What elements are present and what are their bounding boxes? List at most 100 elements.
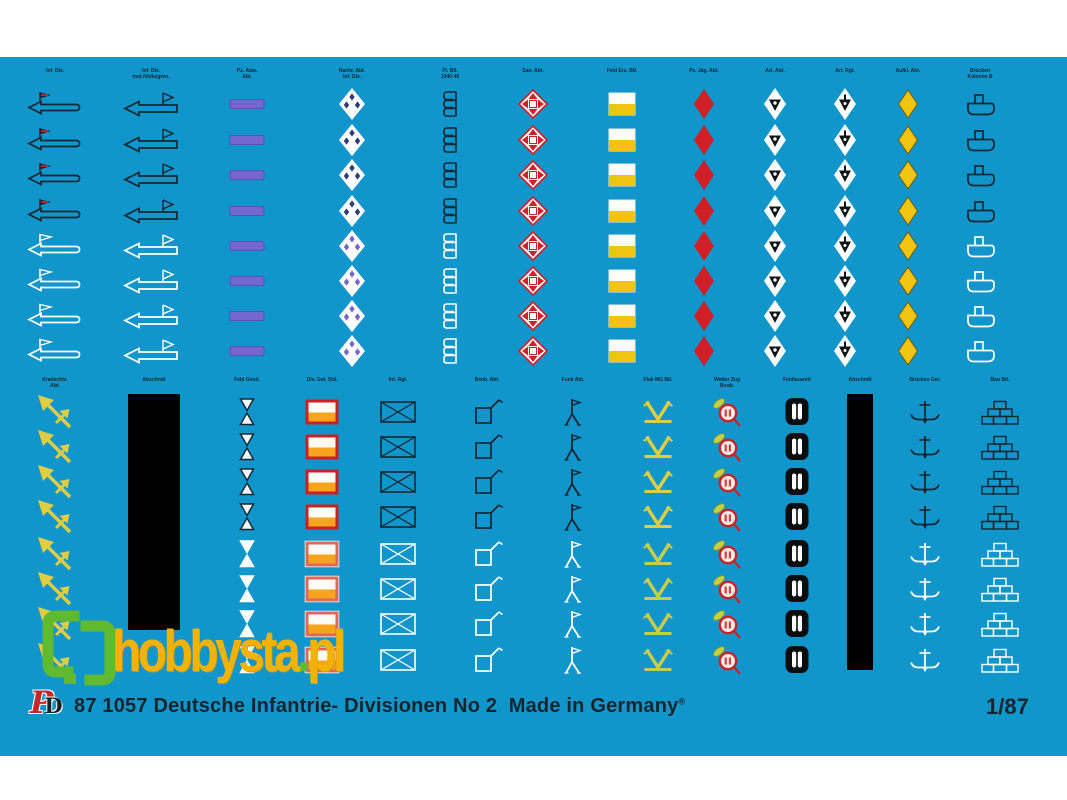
comb-sign-header: Pi. Btl. 1940-45 <box>440 68 460 80</box>
compass-rose-symbol <box>515 333 551 374</box>
made-in-label: Made in Germany <box>508 695 679 717</box>
white-diamond-b-symbol <box>827 157 863 198</box>
signal-figure-symbol <box>555 536 591 577</box>
white-diamond-a-symbol <box>757 122 793 163</box>
leaf-circle-symbol <box>709 499 745 540</box>
antenna-box-header: Beob. Abt. <box>474 377 500 383</box>
compass-rose-header: San. Abt. <box>522 68 544 74</box>
hourglass-symbol <box>229 429 265 470</box>
antenna-box-symbol <box>469 572 505 611</box>
antenna-box-symbol <box>469 430 505 469</box>
double-bar-badge-symbol <box>779 429 815 470</box>
signal-figure-symbol <box>555 394 591 435</box>
red-flag-symbol <box>303 394 341 435</box>
red-flag-symbol <box>303 642 341 683</box>
red-flag-symbol <box>303 606 341 647</box>
white-diamond-a-symbol <box>757 333 793 374</box>
white-diamond-b-header: Art. Rgt. <box>835 68 855 74</box>
comb-sign-symbol <box>432 157 468 198</box>
div-pennant-arrow-symbol <box>121 300 181 337</box>
boat-sign-symbol <box>961 228 999 269</box>
compass-rose-symbol <box>515 122 551 163</box>
leaf-circle-header: Wetter Zug Beob. <box>713 377 741 389</box>
antenna-box-symbol <box>469 500 505 539</box>
v-arrows-symbol <box>640 537 676 576</box>
signal-figure-header: Funk Abt. <box>561 377 585 383</box>
boat-sign-symbol <box>961 122 999 163</box>
pontoon-sign-header: Brücken Ger. <box>909 377 941 383</box>
div-flag-arrow-symbol <box>25 89 85 124</box>
bricks-sign-header: Bau Btl. <box>990 377 1010 383</box>
div-flag-arrow-symbol <box>25 196 85 231</box>
diamond-cluster-symbol <box>334 122 370 163</box>
white-diamond-a-header: Art. Abt. <box>765 68 785 74</box>
yellow-diamond-symbol <box>890 157 926 198</box>
crossed-box-symbol <box>378 647 418 678</box>
logo-letter-p: P <box>30 685 54 721</box>
compass-rose-symbol <box>515 263 551 304</box>
double-bar-badge-symbol <box>779 642 815 683</box>
v-arrows-symbol <box>640 607 676 646</box>
pontoon-sign-symbol <box>907 501 943 538</box>
signal-figure-symbol <box>555 606 591 647</box>
bricks-sign-symbol <box>981 607 1019 646</box>
pontoon-sign-symbol <box>907 573 943 610</box>
boat-sign-symbol <box>961 193 999 234</box>
double-bar-badge-symbol <box>779 536 815 577</box>
diamond-cluster-symbol <box>334 298 370 339</box>
v-arrows-symbol <box>640 395 676 434</box>
yellow-diamond-symbol <box>890 298 926 339</box>
comb-sign-symbol <box>432 193 468 234</box>
red-flag-symbol <box>303 464 341 505</box>
red-flag-header: Div. Gef. Std. <box>306 377 338 383</box>
red-diamond-symbol <box>686 157 722 198</box>
double-bar-badge-symbol <box>779 499 815 540</box>
red-diamond-header: Pz. Jäg. Abt. <box>689 68 719 74</box>
div-flag-arrow-header: Inf. Div. <box>46 68 64 74</box>
black-bar-wide-header: Abschnitt <box>142 377 166 383</box>
div-pennant-arrow-symbol <box>121 88 181 125</box>
div-flag-arrow-symbol <box>25 301 85 336</box>
comb-sign-symbol <box>432 228 468 269</box>
white-diamond-a-symbol <box>757 193 793 234</box>
compass-rose-symbol <box>515 86 551 127</box>
div-flag-arrow-symbol <box>25 160 85 195</box>
hourglass-symbol <box>229 642 265 683</box>
pontoon-sign-symbol <box>907 644 943 681</box>
signal-figure-symbol <box>555 429 591 470</box>
v-arrows-symbol <box>640 643 676 682</box>
black-bar-wide <box>128 394 180 630</box>
yellow-diamond-header: Aufkl. Abt. <box>895 68 921 74</box>
purple-bar-symbol <box>228 333 266 374</box>
pontoon-sign-symbol <box>907 431 943 468</box>
crossed-box-symbol <box>378 469 418 500</box>
yellow-diamond-symbol <box>890 333 926 374</box>
red-diamond-symbol <box>686 333 722 374</box>
div-flag-arrow-symbol <box>25 266 85 301</box>
hourglass-symbol <box>229 536 265 577</box>
crossed-box-symbol <box>378 434 418 465</box>
hourglass-symbol <box>229 464 265 505</box>
crossed-box-symbol <box>378 576 418 607</box>
comb-sign-symbol <box>432 263 468 304</box>
peddinghaus-logo: PD <box>30 688 63 719</box>
diamond-cluster-symbol <box>334 333 370 374</box>
red-diamond-symbol <box>686 193 722 234</box>
logo-letter-d: D <box>44 693 63 718</box>
div-pennant-arrow-symbol <box>121 230 181 267</box>
compass-rose-symbol <box>515 157 551 198</box>
red-flag-symbol <box>303 571 341 612</box>
scale-label: 1/87 <box>986 694 1029 719</box>
bricks-sign-symbol <box>981 395 1019 434</box>
crossed-box-symbol <box>378 504 418 535</box>
white-diamond-b-symbol <box>827 333 863 374</box>
boat-sign-symbol <box>961 157 999 198</box>
watermark-hobbysta: hobbysta.pl <box>112 620 346 684</box>
purple-bar-symbol <box>228 86 266 127</box>
recon-arrow-header: Kradschtz. Abt. <box>42 377 68 389</box>
pontoon-sign-symbol <box>907 396 943 433</box>
yellow-diamond-symbol <box>890 86 926 127</box>
div-flag-arrow-symbol <box>25 125 85 160</box>
product-title-line: 87 1057 Deutsche Infantrie- Divisionen N… <box>74 695 685 718</box>
purple-bar-header: Pz. Abw. Abt. <box>236 68 258 80</box>
